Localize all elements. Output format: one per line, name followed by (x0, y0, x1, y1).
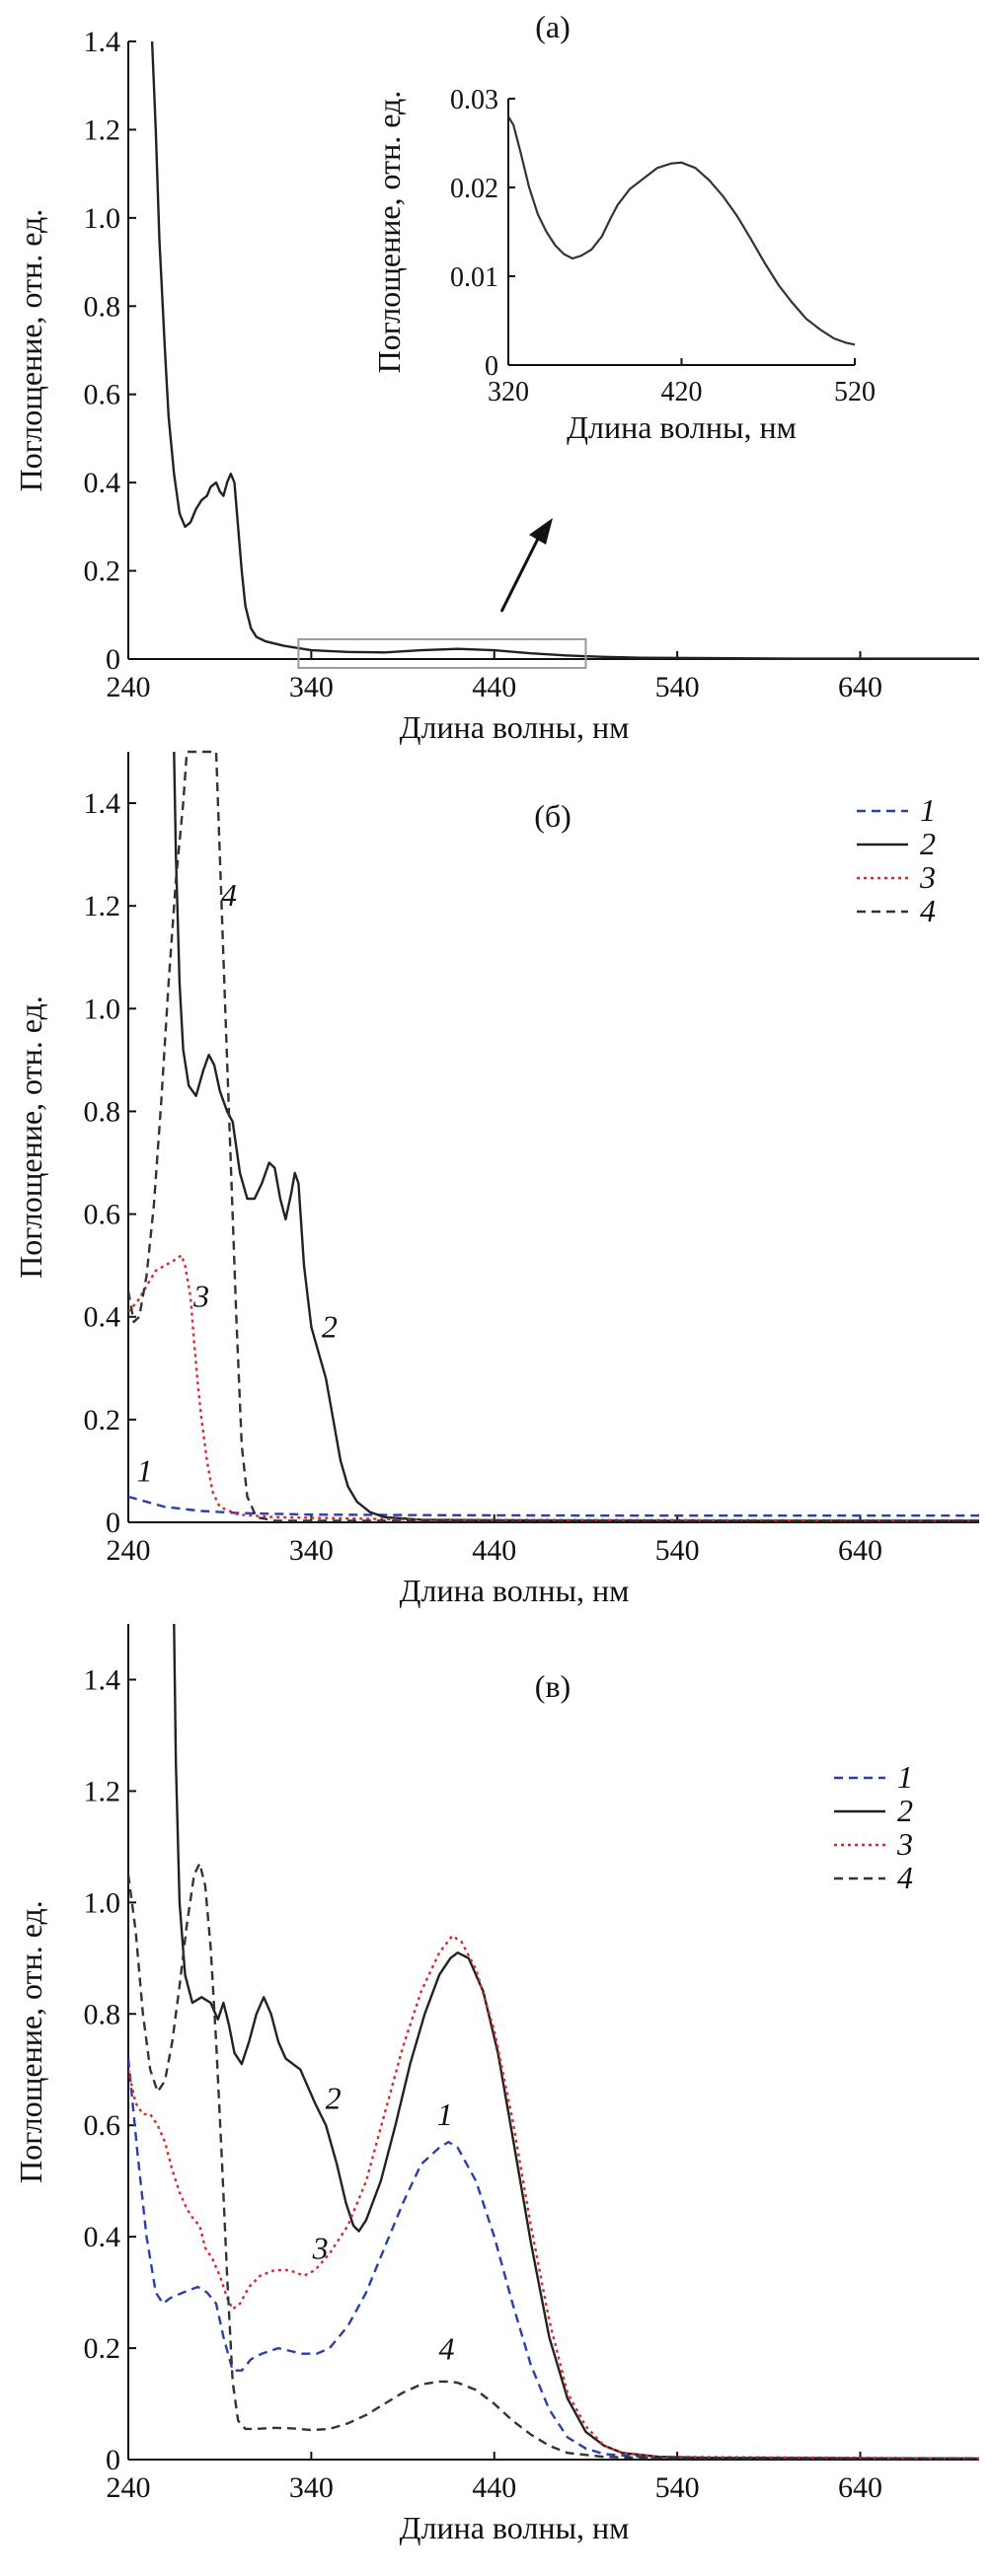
series-line-4 (128, 1862, 979, 2461)
curve-label: 1 (137, 1452, 153, 1488)
x-tick-label: 640 (838, 1534, 882, 1567)
inset-series-line (507, 115, 856, 346)
series-line-1 (150, 40, 979, 660)
y-tick-label: 0.4 (84, 2221, 121, 2253)
y-tick-label: 1.0 (84, 1886, 121, 1919)
inset-region-box (297, 637, 587, 669)
y-tick-label: 1.2 (84, 1775, 121, 1807)
legend-label: 2 (897, 1793, 913, 1828)
legend-label: 4 (920, 893, 936, 928)
series-line-2 (173, 1623, 979, 2461)
y-tick-label: 1.0 (84, 202, 121, 235)
y-tick-label: 0 (106, 1507, 120, 1539)
legend-label: 3 (896, 1826, 913, 1862)
x-tick-label: 340 (289, 1534, 334, 1567)
y-tick-label: 0.6 (84, 2109, 121, 2142)
panel-label: (в) (535, 1668, 571, 1704)
curve-label: 4 (439, 2330, 455, 2366)
x-tick-label: 440 (472, 2471, 516, 2504)
y-tick-label: 0.8 (84, 290, 121, 323)
x-tick-label: 340 (289, 671, 334, 703)
x-axis-label: Длина волны, нм (400, 709, 630, 745)
x-tick-label: 240 (107, 671, 151, 703)
panel-b-chart: 0 0.2 0.4 0.6 0.8 1.0 1.2 1.4 240 340 440 540 640 Дли… (13, 750, 979, 1608)
x-tick-label: 640 (838, 671, 882, 703)
y-tick-label: 1.2 (84, 113, 121, 146)
y-tick-label: 1.2 (84, 890, 121, 922)
y-tick-label: 0.2 (84, 1404, 121, 1436)
inset-x-tick-label: 520 (834, 377, 876, 407)
inset-x-tick-label: 320 (488, 377, 529, 407)
series-line-1 (128, 1495, 979, 1517)
x-axis-label: Длина волны, нм (400, 1573, 630, 1608)
series-line-2 (173, 751, 979, 1522)
inset-y-tick-label: 0.02 (450, 174, 498, 204)
y-tick-label: 0.8 (84, 1998, 121, 2030)
inset-x-axis-label: Длина волны, нм (567, 409, 797, 445)
y-tick-label: 0.4 (84, 467, 121, 499)
panel-c-chart: 0 0.2 0.4 0.6 0.8 1.0 1.2 1.4 240 340 440 540 640 Дли… (13, 1623, 979, 2545)
series-group (128, 750, 979, 1522)
x-tick-label: 440 (472, 671, 516, 703)
curve-label: 2 (326, 2080, 342, 2115)
y-tick-label: 1.0 (84, 993, 121, 1025)
x-tick-label: 640 (838, 2471, 882, 2504)
curve-label: 4 (221, 877, 237, 913)
y-tick-label: 1.4 (84, 1663, 121, 1696)
panel-a-chart: 0 0.2 0.4 0.6 0.8 1.0 1.2 1.4 240 340 440 540 640 Дли… (13, 9, 979, 745)
legend-label: 1 (897, 1759, 913, 1795)
y-axis-label: Поглощение, отн. ед. (13, 995, 48, 1279)
inset-y-tick-label: 0.03 (450, 85, 498, 115)
arrow-head (529, 518, 553, 545)
series-line-1 (128, 2058, 979, 2461)
x-tick-label: 240 (107, 1534, 151, 1567)
series-line-4 (128, 750, 979, 1522)
y-tick-label: 0 (106, 2444, 120, 2476)
inset-y-axis-label: Поглощение, отн. ед. (371, 91, 407, 374)
inset-chart: 0 0.01 0.02 0.03 320 420 520 Длина волны, нм Пог… (371, 85, 876, 445)
inset-y-tick-label: 0.01 (450, 262, 498, 293)
y-tick-label: 1.4 (84, 26, 121, 58)
x-tick-label: 340 (289, 2471, 334, 2504)
x-tick-label: 540 (655, 1534, 700, 1567)
curve-label: 3 (192, 1278, 209, 1313)
curve-label: 1 (437, 2097, 453, 2132)
x-tick-label: 440 (472, 1534, 516, 1567)
y-axis-label: Поглощение, отн. ед. (13, 209, 48, 492)
y-tick-label: 1.4 (84, 787, 121, 820)
series-group (150, 40, 979, 660)
legend-label: 4 (897, 1860, 913, 1895)
curve-label: 2 (322, 1309, 338, 1345)
y-tick-label: 0.6 (84, 379, 121, 411)
x-axis-label: Длина волны, нм (400, 2510, 630, 2545)
arrow-shaft (499, 532, 543, 613)
x-tick-label: 240 (107, 2471, 151, 2504)
series-line-3 (128, 1254, 979, 1522)
legend-label: 2 (920, 826, 936, 861)
y-tick-label: 0.2 (84, 2332, 121, 2365)
curve-label: 3 (312, 2231, 329, 2266)
legend-label: 1 (920, 792, 936, 828)
x-tick-label: 540 (655, 2471, 700, 2504)
series-group (128, 1623, 979, 2461)
y-axis-label: Поглощение, отн. ед. (13, 1900, 48, 2183)
y-tick-label: 0.6 (84, 1199, 121, 1231)
y-tick-label: 0.8 (84, 1095, 121, 1128)
panel-label: (а) (535, 9, 571, 44)
y-tick-label: 0.4 (84, 1301, 121, 1334)
inset-y-tick-label: 0 (485, 351, 498, 382)
y-tick-label: 0.2 (84, 555, 121, 588)
panel-label: (б) (534, 798, 572, 834)
inset-x-tick-label: 420 (661, 377, 703, 407)
x-tick-label: 540 (655, 671, 700, 703)
y-tick-label: 0 (106, 643, 120, 676)
series-line-3 (128, 1935, 979, 2461)
legend-label: 3 (919, 859, 936, 895)
